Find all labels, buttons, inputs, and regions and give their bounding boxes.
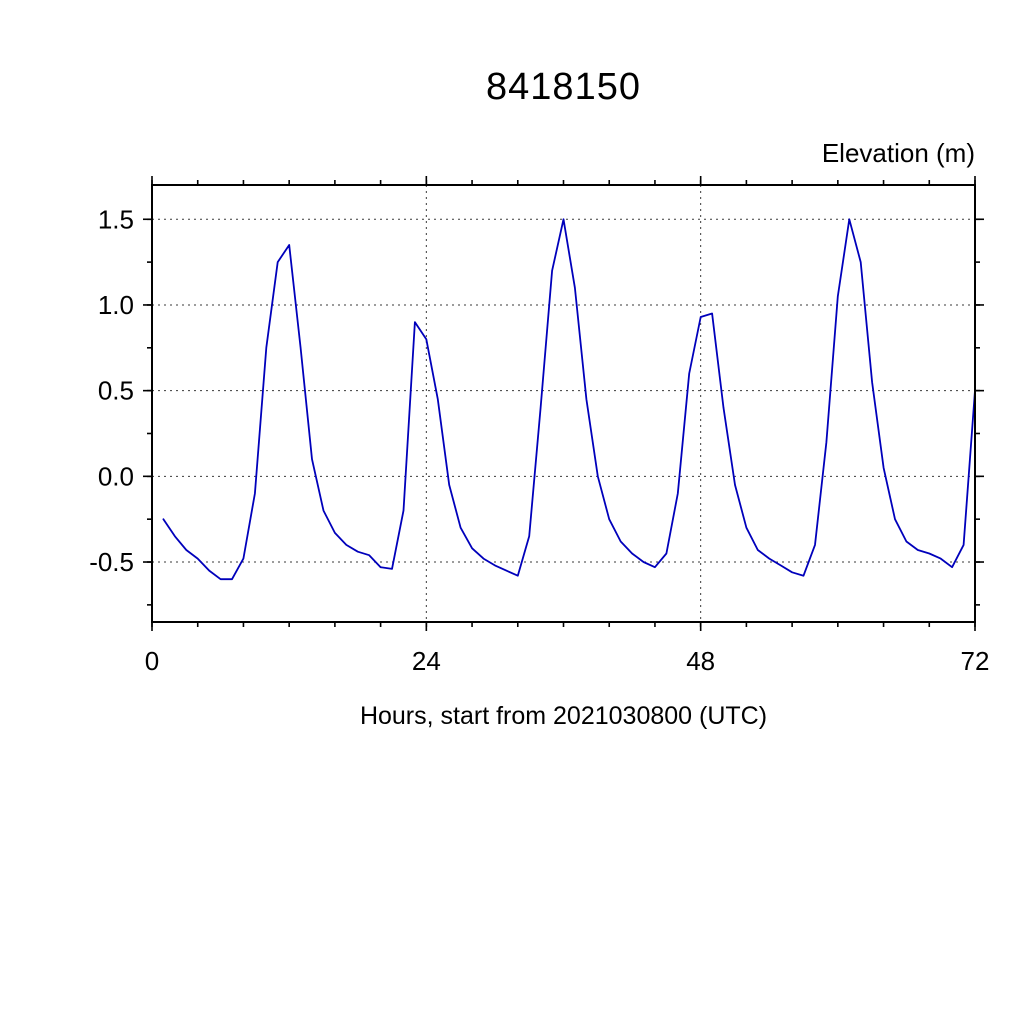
x-tick-label: 24	[412, 646, 441, 676]
tide-elevation-line	[162, 218, 976, 581]
y-tick-label: 1.0	[98, 290, 134, 320]
y-tick-label: 0.5	[98, 376, 134, 406]
x-tick-label: 48	[686, 646, 715, 676]
x-tick-label: 0	[145, 646, 159, 676]
x-tick-label: 72	[961, 646, 990, 676]
chart-title: 8418150	[486, 66, 641, 108]
y-tick-label: -0.5	[89, 547, 134, 577]
y-tick-label: 1.5	[98, 204, 134, 234]
plot-frame	[151, 184, 976, 623]
y-tick-label: 0.0	[98, 461, 134, 491]
x-axis-label: Hours, start from 2021030800 (UTC)	[359, 702, 768, 730]
elevation-axis-label: Elevation (m)	[821, 138, 975, 168]
